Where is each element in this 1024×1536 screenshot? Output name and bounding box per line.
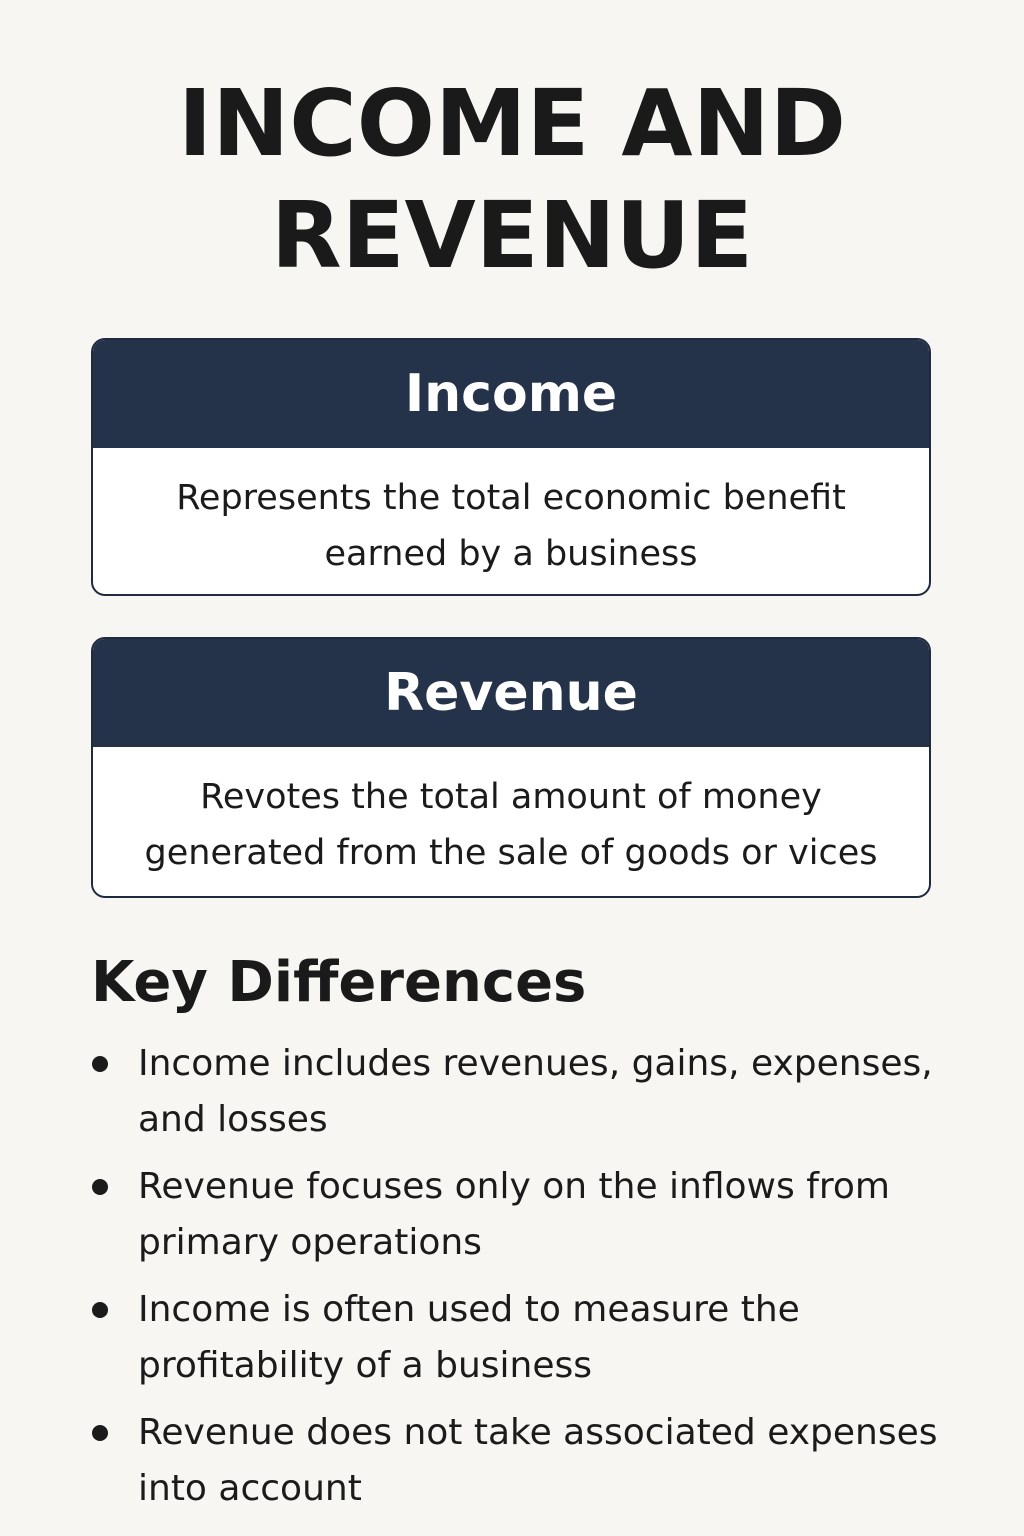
- bullet-icon: [92, 1302, 108, 1318]
- list-item: Revenue does not take associated expense…: [90, 1405, 970, 1517]
- income-card: Income Represents the total economic ben…: [91, 338, 931, 596]
- bullet-icon: [92, 1179, 108, 1195]
- bullet-icon: [92, 1425, 108, 1441]
- bullet-icon: [92, 1056, 108, 1072]
- list-item: Income is often used to measure the prof…: [90, 1282, 970, 1394]
- key-differences-heading: Key Differences: [91, 950, 587, 1015]
- revenue-card-body: Revotes the total amount of money genera…: [144, 777, 878, 873]
- list-item-text: Income is often used to measure the prof…: [138, 1289, 800, 1386]
- page-title: INCOME AND REVENUE: [0, 68, 1024, 292]
- list-item-text: Revenue focuses only on the inflows from…: [138, 1166, 890, 1263]
- list-item: Income includes revenues, gains, expense…: [90, 1036, 970, 1148]
- income-card-body: Represents the total economic benefit ea…: [176, 478, 846, 574]
- revenue-card: Revenue Revotes the total amount of mone…: [91, 637, 931, 898]
- key-differences-list: Income includes revenues, gains, expense…: [90, 1036, 970, 1528]
- revenue-card-header: Revenue: [93, 639, 929, 747]
- list-item: Revenue focuses only on the inflows from…: [90, 1159, 970, 1271]
- list-item-text: Income includes revenues, gains, expense…: [138, 1043, 933, 1140]
- income-card-header: Income: [93, 340, 929, 448]
- list-item-text: Revenue does not take associated expense…: [138, 1412, 938, 1509]
- page-title-line-1: INCOME AND: [178, 70, 846, 177]
- page-title-line-2: REVENUE: [270, 182, 754, 289]
